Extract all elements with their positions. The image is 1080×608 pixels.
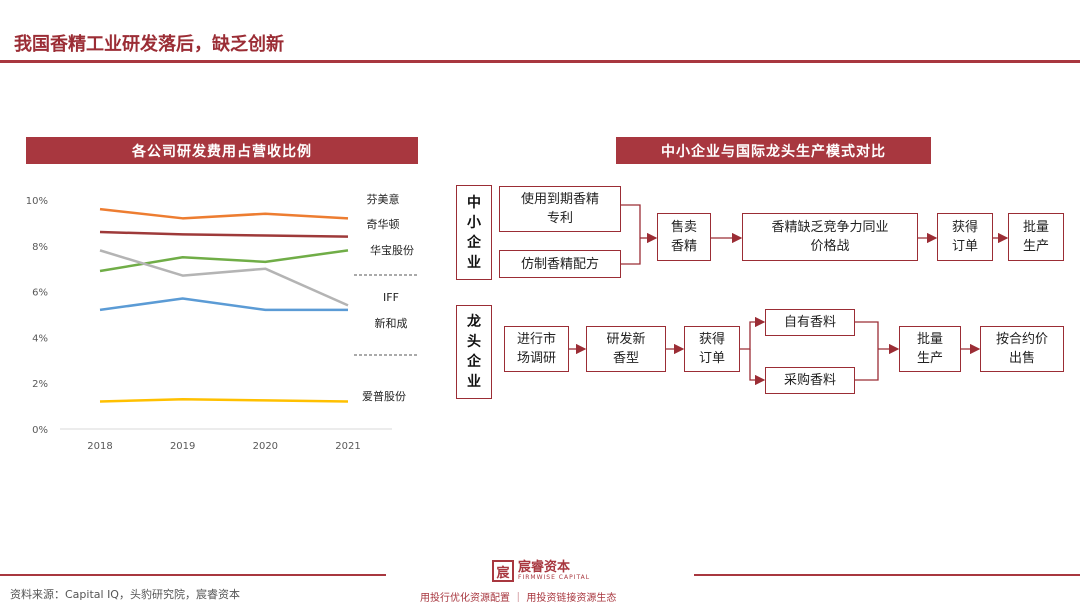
series-line: [99, 207, 349, 220]
company-logo: 宸 宸睿资本 FIRMWISE CAPITAL: [492, 560, 590, 582]
y-tick-label: 2%: [32, 379, 48, 390]
series-label: 爱普股份: [362, 389, 406, 403]
series-line: [99, 230, 349, 238]
y-tick-label: 10%: [26, 196, 48, 207]
logo-subtitle: FIRMWISE CAPITAL: [518, 574, 591, 581]
leader-step-research: 进行市场调研: [504, 326, 569, 372]
rd-ratio-line-chart: 0% 2% 4% 6% 8% 10% 2018 2019 2020 2021 芬美意奇华顿华宝股…: [26, 192, 417, 452]
logo-mark: 宸: [492, 560, 514, 582]
leader-step-sell: 按合约价出售: [980, 326, 1064, 372]
series-line: [99, 297, 348, 312]
leader-step-buy-material: 采购香料: [765, 367, 855, 394]
series-line: [99, 397, 349, 403]
sme-step-imitate: 仿制香精配方: [499, 250, 621, 278]
x-tick-label: 2019: [170, 441, 195, 452]
page-title: 我国香精工业研发落后，缺乏创新: [14, 34, 284, 55]
y-tick-label: 8%: [32, 242, 48, 253]
x-tick-label: 2020: [253, 441, 278, 452]
series-label: 华宝股份: [370, 243, 414, 257]
sme-step-produce: 批量生产: [1008, 213, 1064, 261]
leader-step-develop: 研发新香型: [586, 326, 666, 372]
footer-rule-left: [0, 574, 386, 576]
x-tick-label: 2018: [87, 441, 112, 452]
x-tick-label: 2021: [335, 441, 360, 452]
logo-name: 宸睿资本: [518, 560, 571, 575]
leader-step-produce: 批量生产: [899, 326, 961, 372]
title-divider: [0, 60, 1080, 63]
series-label: IFF: [383, 291, 399, 304]
leader-step-order: 获得订单: [684, 326, 740, 372]
source-note: 资料来源：Capital IQ，头豹研究院，宸睿资本: [10, 588, 240, 601]
series-label: 芬美意: [367, 192, 400, 206]
sme-label: 中小企业: [456, 185, 492, 280]
y-tick-label: 0%: [32, 425, 48, 436]
leader-label: 龙头企业: [456, 305, 492, 399]
footer-rule-right: [694, 574, 1080, 576]
y-axis-labels: 0% 2% 4% 6% 8% 10%: [26, 196, 48, 436]
sme-step-patent: 使用到期香精专利: [499, 186, 621, 232]
sme-step-sell: 售卖香精: [657, 213, 711, 261]
x-axis-labels: 2018 2019 2020 2021: [87, 441, 360, 452]
plot-area: [60, 207, 392, 430]
y-tick-label: 4%: [32, 333, 48, 344]
footer-slogan: 用投行优化资源配置 ｜ 用投资链接资源生态: [420, 593, 617, 604]
series-label: 奇华顿: [367, 217, 400, 231]
flow-banner: 中小企业与国际龙头生产模式对比: [616, 137, 931, 164]
sme-step-order: 获得订单: [937, 213, 993, 261]
chart-banner: 各公司研发费用占营收比例: [26, 137, 418, 164]
series-label: 新和成: [375, 316, 408, 330]
series-line: [99, 249, 349, 307]
sme-step-pricewar: 香精缺乏竞争力同业价格战: [742, 213, 918, 261]
leader-step-own-material: 自有香料: [765, 309, 855, 336]
y-tick-label: 6%: [32, 288, 48, 299]
